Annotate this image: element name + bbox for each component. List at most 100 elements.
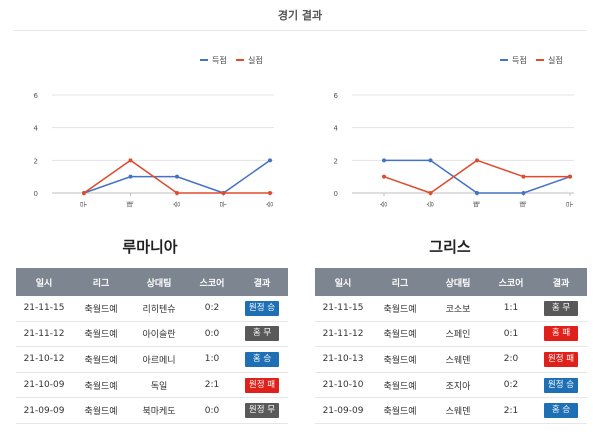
cell-result: 홈 승 (535, 397, 587, 424)
cell-result: 원정 승 (535, 372, 587, 399)
cell-date: 21-10-13 (315, 346, 371, 373)
cell-league: 축월드예 (72, 346, 130, 373)
y-tick-label: 4 (334, 125, 339, 133)
table-row: 21-10-13 축월드예 스웨덴 2:0 원정 패 (315, 346, 587, 373)
x-tick-label: 패 (126, 201, 135, 207)
data-point (82, 191, 86, 195)
cell-score: 0:2 (188, 296, 236, 322)
column-header: 일시 (315, 268, 371, 296)
cell-date: 21-10-12 (16, 346, 72, 373)
cell-date: 21-11-15 (315, 296, 371, 322)
cell-score: 2:0 (487, 346, 535, 373)
legend-label: 실점 (248, 55, 263, 65)
series-line-conceded (383, 159, 570, 194)
cell-result: 홈 패 (535, 321, 587, 348)
y-tick-label: 2 (334, 157, 338, 165)
cell-score: 2:1 (188, 372, 236, 399)
data-point (221, 191, 226, 195)
cell-opponent: 아이슬란 (130, 321, 188, 348)
cell-score: 0:1 (487, 321, 535, 348)
table-row: 21-10-12 축월드예 아르메니 1:0 홈 승 (16, 346, 288, 373)
data-point (521, 191, 526, 195)
result-badge: 원정 패 (245, 377, 279, 393)
table-row: 21-11-12 축월드예 아이슬란 0:0 홈 무 (16, 321, 288, 348)
cell-opponent: 스웨덴 (429, 397, 487, 424)
y-tick-label: 0 (34, 190, 38, 198)
result-badge: 원정 승 (245, 300, 279, 316)
cell-date: 21-11-15 (16, 296, 72, 322)
result-badge: 원정 승 (544, 377, 578, 393)
table-row: 21-10-10 축월드예 조지아 0:2 원정 승 (315, 372, 587, 399)
data-point (268, 191, 272, 195)
cell-date: 21-11-12 (315, 321, 371, 348)
column-header: 스코어 (487, 268, 535, 296)
result-badge: 홈 패 (544, 326, 578, 342)
cell-result: 원정 승 (236, 296, 288, 322)
cell-league: 축월드예 (371, 397, 429, 424)
legend-label: 득점 (512, 55, 527, 65)
cell-league: 축월드예 (371, 296, 429, 322)
cell-league: 축월드예 (72, 372, 130, 399)
column-header: 리그 (371, 268, 429, 296)
cell-league: 축월드예 (371, 346, 429, 373)
column-header: 상대팀 (429, 268, 487, 296)
legend-label: 득점 (212, 55, 227, 65)
data-point (521, 174, 526, 179)
data-point (175, 191, 179, 195)
table-row: 21-10-09 축월드예 독일 2:1 원정 패 (16, 372, 288, 399)
cell-result: 원정 무 (236, 397, 288, 424)
data-point (428, 158, 433, 163)
cell-date: 21-09-09 (16, 397, 72, 424)
cell-date: 21-10-09 (16, 372, 72, 399)
cell-opponent: 스페인 (429, 321, 487, 348)
cell-league: 축월드예 (371, 372, 429, 399)
data-point (475, 191, 479, 195)
cell-result: 원정 패 (535, 346, 587, 373)
table-header-row: 일시 리그 상대팀 스코어 결과 (315, 268, 587, 296)
cell-result: 홈 무 (535, 296, 587, 322)
team-name-greece: 그리스 (429, 238, 471, 256)
cell-score: 1:1 (487, 296, 535, 322)
chart-romania: 0 2 4 6 무 패 승 무 승 득점 실점 (0, 48, 290, 218)
x-tick-label: 승 (380, 200, 388, 207)
cell-result: 홈 무 (236, 321, 288, 348)
x-tick-label: 승 (266, 200, 274, 207)
table-row: 21-09-09 축월드예 스웨덴 2:1 홈 승 (315, 397, 587, 424)
x-tick-label: 패 (472, 201, 481, 207)
cell-opponent: 코소보 (429, 296, 487, 322)
cell-opponent: 북마케도 (130, 397, 188, 424)
x-tick-label: 무 (80, 200, 88, 207)
x-tick-label: 패 (519, 201, 528, 207)
cell-date: 21-09-09 (315, 397, 371, 424)
cell-league: 축월드예 (72, 397, 130, 424)
y-tick-label: 6 (334, 92, 339, 100)
chart-greece: 0 2 4 6 승 승 패 패 무 득점 실점 (300, 48, 590, 218)
cell-score: 2:1 (487, 397, 535, 424)
cell-league: 축월드예 (72, 296, 130, 322)
column-header: 결과 (535, 268, 587, 296)
cell-score: 1:0 (188, 346, 236, 373)
cell-opponent: 조지아 (429, 372, 487, 399)
y-tick-label: 2 (34, 157, 38, 165)
data-point (382, 174, 386, 179)
cell-result: 원정 패 (236, 372, 288, 399)
result-badge: 홈 무 (245, 326, 279, 342)
y-tick-label: 6 (34, 92, 39, 100)
x-tick-label: 승 (173, 200, 181, 207)
data-point (128, 174, 133, 179)
data-point (268, 158, 272, 163)
table-row: 21-09-09 축월드예 북마케도 0:0 원정 무 (16, 397, 288, 424)
y-tick-label: 4 (34, 125, 39, 133)
data-point (175, 174, 179, 179)
y-tick-label: 0 (334, 190, 338, 198)
column-header: 일시 (16, 268, 72, 296)
cell-opponent: 독일 (130, 372, 188, 399)
result-badge: 홈 승 (544, 403, 578, 419)
cell-league: 축월드예 (371, 321, 429, 348)
data-point (128, 158, 133, 163)
x-tick-label: 무 (220, 200, 228, 207)
team-name-romania: 루마니아 (122, 238, 178, 256)
table-row: 21-11-12 축월드예 스페인 0:1 홈 패 (315, 321, 587, 348)
result-badge: 원정 패 (544, 351, 578, 367)
results-table-romania: 일시 리그 상대팀 스코어 결과 21-11-15 축월드예 리히텐슈 0:2 원정 승 21-1… (16, 268, 288, 424)
